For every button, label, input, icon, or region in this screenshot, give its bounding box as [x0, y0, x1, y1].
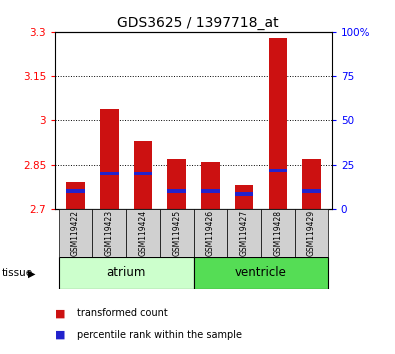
Text: ▶: ▶ — [28, 268, 36, 278]
Text: percentile rank within the sample: percentile rank within the sample — [77, 330, 242, 339]
Bar — [100, 172, 118, 175]
Text: GSM119429: GSM119429 — [307, 210, 316, 256]
Bar — [194, 257, 328, 289]
Bar — [92, 209, 126, 257]
Bar — [302, 189, 321, 193]
Text: tissue: tissue — [2, 268, 33, 278]
Text: GSM119427: GSM119427 — [240, 210, 248, 256]
Text: ■: ■ — [55, 308, 66, 318]
Text: GSM119425: GSM119425 — [172, 210, 181, 256]
Text: ventricle: ventricle — [235, 266, 287, 279]
Text: atrium: atrium — [106, 266, 146, 279]
Bar — [100, 109, 118, 209]
Bar — [59, 209, 92, 257]
Text: GSM119426: GSM119426 — [206, 210, 215, 256]
Text: GSM119423: GSM119423 — [105, 210, 114, 256]
Bar — [201, 189, 220, 193]
Bar — [59, 257, 194, 289]
Bar — [227, 209, 261, 257]
Bar — [194, 209, 227, 257]
Text: GSM119424: GSM119424 — [139, 210, 147, 256]
Text: transformed count: transformed count — [77, 308, 168, 318]
Bar — [167, 159, 186, 209]
Text: GSM119422: GSM119422 — [71, 210, 80, 256]
Bar — [269, 38, 287, 209]
Bar — [269, 169, 287, 172]
Text: GSM119428: GSM119428 — [273, 210, 282, 256]
Bar — [235, 192, 254, 196]
Bar — [302, 159, 321, 209]
Bar — [201, 162, 220, 209]
Bar — [160, 209, 194, 257]
Bar — [134, 172, 152, 175]
Bar — [134, 141, 152, 209]
Bar — [261, 209, 295, 257]
Bar — [126, 209, 160, 257]
Bar — [235, 185, 254, 209]
Bar — [66, 189, 85, 193]
Bar — [66, 182, 85, 209]
Text: ■: ■ — [55, 330, 66, 339]
Bar — [167, 189, 186, 193]
Text: GDS3625 / 1397718_at: GDS3625 / 1397718_at — [117, 16, 278, 30]
Bar — [295, 209, 328, 257]
